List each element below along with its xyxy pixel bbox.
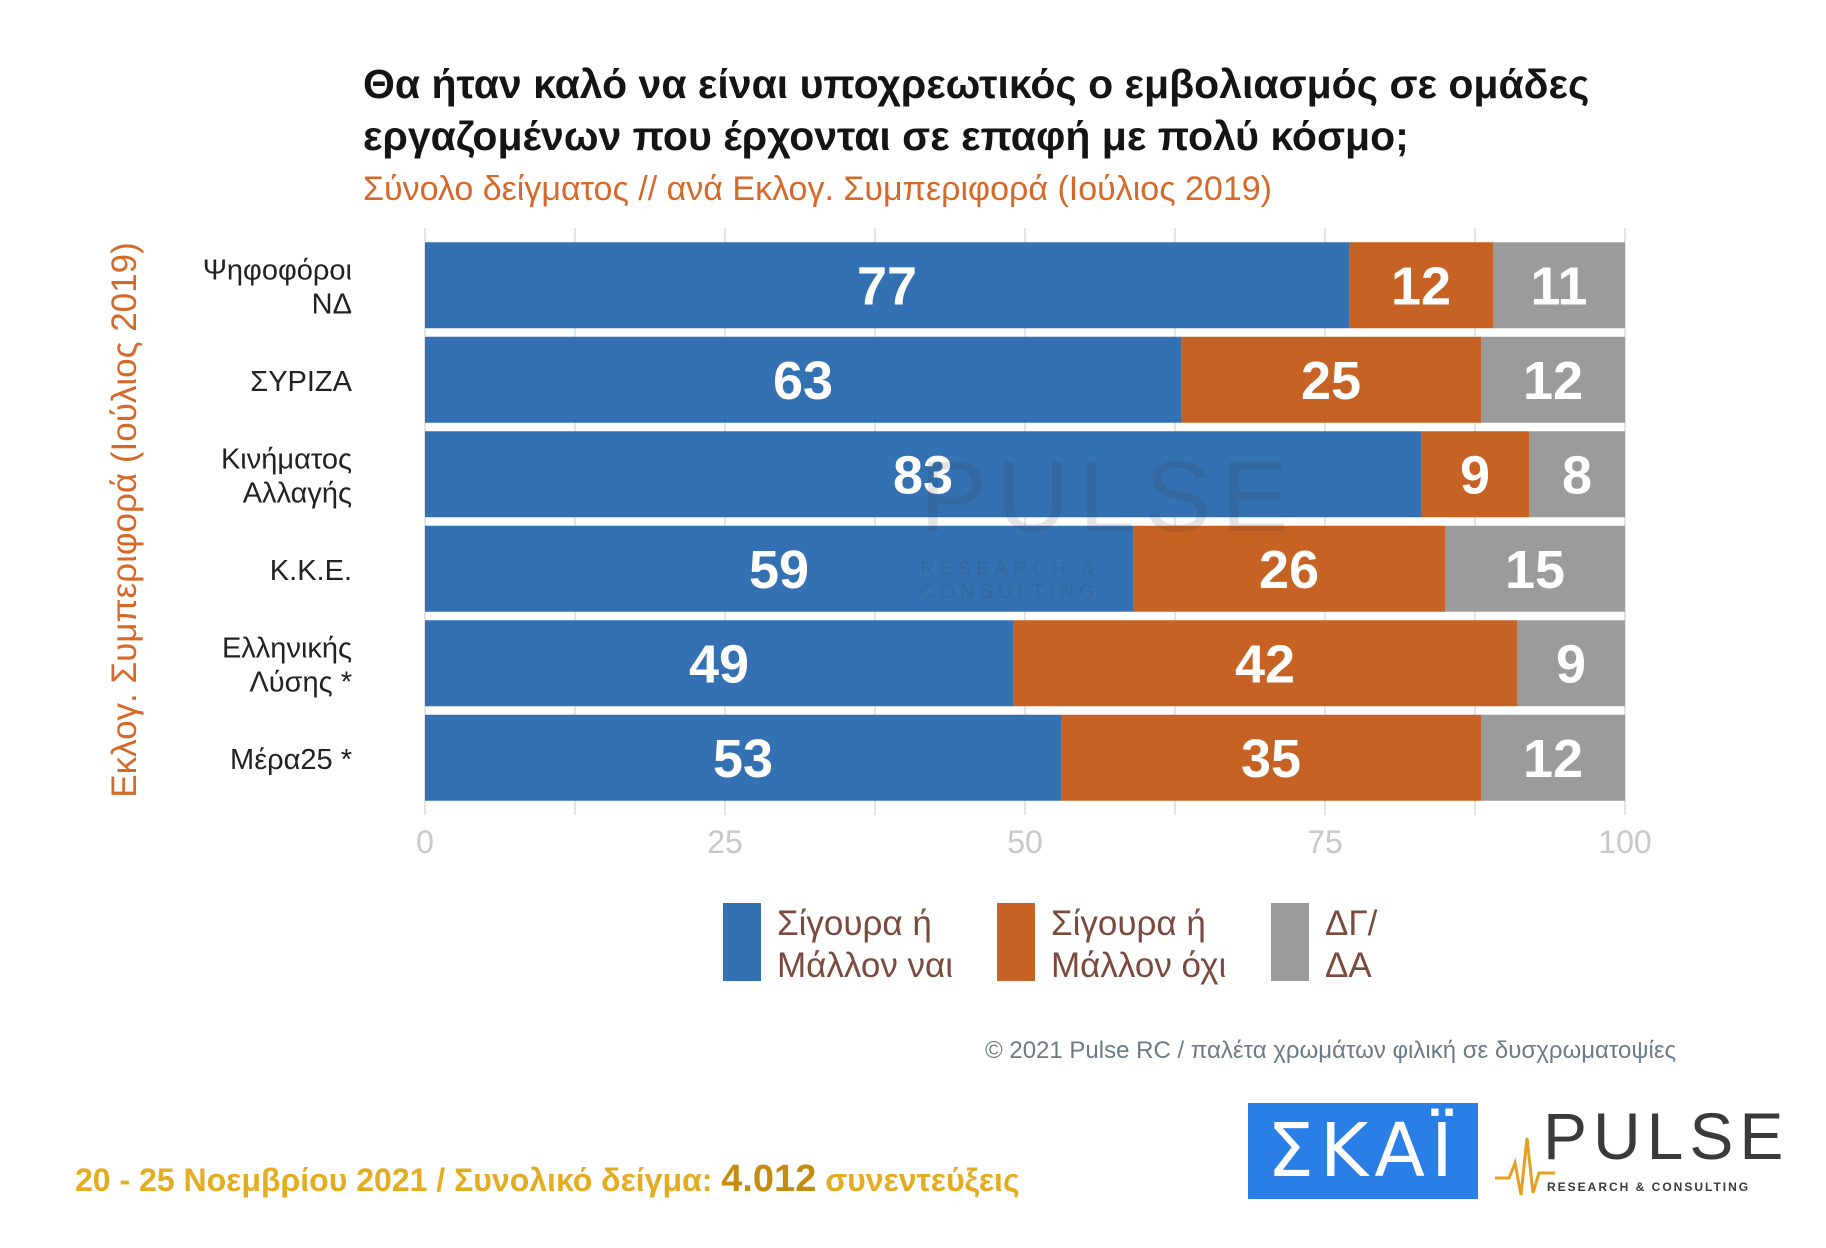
- chart-legend: Σίγουρα ή Μάλλον ναι Σίγουρα ή Μάλλον όχ…: [723, 903, 1405, 987]
- pulse-logo: PULSE RESEARCH & CONSULTING: [1495, 1098, 1783, 1208]
- legend-swatch-yes: [723, 903, 761, 981]
- bar-segment: [1061, 714, 1481, 801]
- legend-swatch-dk: [1271, 903, 1309, 981]
- bar-segment: [1481, 714, 1625, 801]
- bar-segment: [1481, 336, 1625, 423]
- footer-dates: 20 - 25 Νοεμβρίου 2021 / Συνολικό δείγμα…: [75, 1162, 722, 1198]
- category-label: Ελληνικής Λύσης *: [222, 632, 352, 698]
- bar-segment: [1421, 431, 1529, 518]
- bar-value-label: 49: [689, 634, 749, 694]
- bar-value-label: 12: [1523, 351, 1583, 411]
- bar-value-label: 63: [773, 351, 833, 411]
- bar-value-label: 59: [749, 540, 809, 600]
- footer-unit: συνεντεύξεις: [816, 1162, 1020, 1198]
- bar-value-label: 11: [1530, 256, 1587, 316]
- skai-logo: ΣΚΑΪ: [1248, 1103, 1478, 1199]
- category-label: Μέρα25 *: [230, 744, 352, 776]
- bar-value-label: 83: [893, 445, 953, 505]
- bar-segment: [1517, 620, 1625, 707]
- bar-value-label: 26: [1259, 540, 1319, 600]
- legend-item-no: Σίγουρα ή Μάλλον όχι: [997, 903, 1251, 987]
- x-tick-label: 25: [707, 824, 743, 860]
- bar-value-label: 25: [1301, 351, 1361, 411]
- bar-value-label: 8: [1562, 445, 1592, 505]
- copyright-credit: © 2021 Pulse RC / παλέτα χρωμάτων φιλική…: [985, 1037, 1677, 1064]
- bar-segment: [425, 525, 1133, 612]
- x-tick-label: 75: [1307, 824, 1343, 860]
- category-label: Ψηφοφόροι ΝΔ: [203, 254, 352, 320]
- bar-value-label: 42: [1235, 634, 1295, 694]
- legend-label-yes: Σίγουρα ή Μάλλον ναι: [777, 904, 954, 985]
- bar-segment: [425, 620, 1013, 707]
- bar-segment: [1349, 242, 1493, 329]
- bar-segment: [425, 336, 1181, 423]
- bar-value-label: 12: [1523, 729, 1583, 789]
- legend-item-yes: Σίγουρα ή Μάλλον ναι: [723, 903, 977, 987]
- legend-label-no: Σίγουρα ή Μάλλον όχι: [1051, 904, 1227, 985]
- bar-segment: [1181, 336, 1481, 423]
- x-tick-label: 0: [416, 824, 434, 860]
- legend-label-dk: ΔΓ/ ΔΑ: [1325, 904, 1378, 985]
- category-label: ΣΥΡΙΖΑ: [250, 366, 352, 398]
- bar-value-label: 12: [1391, 256, 1451, 316]
- survey-footer: 20 - 25 Νοεμβρίου 2021 / Συνολικό δείγμα…: [75, 1158, 1020, 1201]
- pulse-logo-word: PULSE: [1543, 1099, 1790, 1173]
- bar-segment: [1133, 525, 1445, 612]
- x-tick-label: 100: [1598, 824, 1651, 860]
- bar-value-label: 35: [1241, 729, 1301, 789]
- bar-value-label: 9: [1460, 445, 1490, 505]
- chart-subtitle: Σύνολο δείγματος // ανά Εκλογ. Συμπεριφο…: [363, 170, 1272, 208]
- x-tick-label: 50: [1007, 824, 1043, 860]
- legend-swatch-no: [997, 903, 1035, 981]
- bar-value-label: 77: [857, 256, 917, 316]
- footer-sample-size: 4.012: [721, 1158, 817, 1200]
- stacked-bar-chart: 0 25 50 75 100 77 12 11 Ψηφοφόροι ΝΔ 63 25 12 ΣΥΡΙΖΑ 8…: [203, 228, 1652, 860]
- bar-segment: [425, 242, 1349, 329]
- legend-item-dk: ΔΓ/ ΔΑ: [1271, 903, 1405, 987]
- chart-title: Θα ήταν καλό να είναι υποχρεωτικός ο εμβ…: [363, 61, 1590, 159]
- bar-segment: [425, 431, 1421, 518]
- bar-value-label: 15: [1505, 540, 1565, 600]
- category-label: Κ.Κ.Ε.: [270, 555, 352, 587]
- bar-value-label: 53: [713, 729, 773, 789]
- bar-segment: [1493, 242, 1625, 329]
- category-label: Κινήματος Αλλαγής: [221, 443, 352, 509]
- bar-value-label: 9: [1556, 634, 1586, 694]
- pulse-wave-icon: [1495, 1137, 1555, 1196]
- pulse-logo-sub: RESEARCH & CONSULTING: [1547, 1180, 1751, 1194]
- bar-segment: [1529, 431, 1625, 518]
- bar-segment: [425, 714, 1061, 801]
- bar-segment: [1445, 525, 1625, 612]
- bar-segment: [1013, 620, 1517, 707]
